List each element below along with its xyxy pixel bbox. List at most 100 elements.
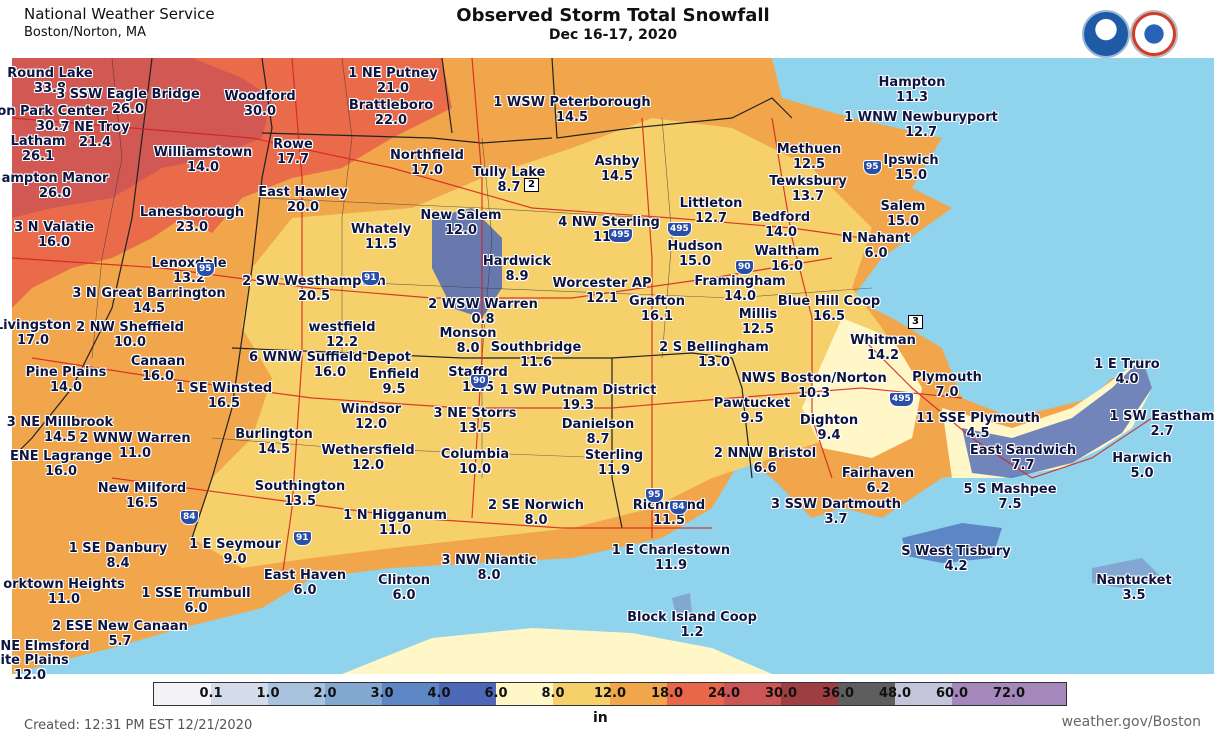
low-snow-cape xyxy=(962,358,1152,478)
snowfall-value: 17.0 xyxy=(410,163,444,178)
legend-tick-label: 2.0 xyxy=(313,686,337,701)
legend-bin: 1.0 xyxy=(211,683,280,705)
place-label: NWS Boston/Norton 10.3 xyxy=(741,371,886,401)
place-label: Windsor 12.0 xyxy=(341,402,401,432)
place-name: Southington xyxy=(254,479,346,494)
place-name: westfield xyxy=(308,320,376,335)
legend-bin: 48.0 xyxy=(838,683,911,705)
snowfall-value: 9.5 xyxy=(382,382,406,397)
place-label: Whately 11.5 xyxy=(351,222,411,252)
snowfall-value: 3.5 xyxy=(1122,588,1146,603)
place-name: Enfield xyxy=(368,367,420,382)
created-timestamp: Created: 12:31 PM EST 12/21/2020 xyxy=(24,718,253,733)
snowfall-value: 12.7 xyxy=(904,125,938,140)
interstate-shield-icon: 495 xyxy=(889,392,914,407)
legend-tick-label: 4.0 xyxy=(427,686,451,701)
place-label: 1 SE Winsted 16.5 xyxy=(176,381,272,411)
snowfall-value: 14.5 xyxy=(43,430,77,445)
place-name: 2 SW Westhampton xyxy=(242,274,386,289)
place-name: 11 SSE Plymouth xyxy=(916,411,1040,426)
place-name: Clinton xyxy=(377,573,431,588)
place-name: Framingham xyxy=(694,274,786,289)
snowfall-value: 6.0 xyxy=(184,601,208,616)
snowfall-value: 21.0 xyxy=(376,81,410,96)
place-label: 1 NE Putney 21.0 xyxy=(348,66,437,96)
snowfall-value: 19.3 xyxy=(561,398,595,413)
place-name: 3 NE Storrs xyxy=(433,406,517,421)
place-label: 2 SE Norwich 8.0 xyxy=(488,498,584,528)
legend-tick-label: 0.1 xyxy=(199,686,223,701)
place-label: Northfield 17.0 xyxy=(390,148,464,178)
snowfall-value: 10.0 xyxy=(458,462,492,477)
place-name: N Nahant xyxy=(841,231,911,246)
noaa-logo-icon xyxy=(1082,10,1130,58)
snowfall-value: 20.5 xyxy=(297,289,331,304)
place-name: Brattleboro xyxy=(348,98,434,113)
place-label: Pine Plains 14.0 xyxy=(26,365,107,395)
place-name: hite Plains xyxy=(0,653,69,668)
website-link[interactable]: weather.gov/Boston xyxy=(1061,714,1201,730)
place-name: East Hawley xyxy=(258,185,348,200)
place-label: Sterling 11.9 xyxy=(585,448,643,478)
place-label: Methuen 12.5 xyxy=(777,142,842,172)
place-label: Millis 12.5 xyxy=(739,307,778,337)
place-name: Whitman xyxy=(850,333,916,348)
low-snow-quabbin xyxy=(432,208,502,318)
snowfall-value: 16.1 xyxy=(640,309,674,324)
place-label: Dighton 9.4 xyxy=(800,413,858,443)
place-label: Clinton 6.0 xyxy=(378,573,430,603)
legend-bin: 6.0 xyxy=(439,683,508,705)
place-label: Lanesborough 23.0 xyxy=(140,205,244,235)
place-label: Wethersfield 12.0 xyxy=(321,443,414,473)
place-name: Stafford xyxy=(448,365,508,380)
place-label: Southbridge 11.6 xyxy=(491,340,582,370)
place-name: Sterling xyxy=(584,448,644,463)
interstate-shield-icon: 95 xyxy=(645,488,664,503)
snowfall-value: 16.0 xyxy=(44,464,78,479)
place-label: 1 N Higganum 11.0 xyxy=(343,508,447,538)
snowfall-value: 12.5 xyxy=(792,157,826,172)
snowfall-value: 14.2 xyxy=(866,348,900,363)
snowfall-value: 2.7 xyxy=(1150,424,1174,439)
place-label: 3 SSW Eagle Bridge 26.0 xyxy=(56,87,200,117)
snowfall-value: 14.0 xyxy=(764,225,798,240)
legend-bin: 4.0 xyxy=(382,683,451,705)
place-name: East Haven xyxy=(263,568,347,583)
place-name: 5 S Mashpee xyxy=(963,482,1057,497)
legend-bin: 12.0 xyxy=(553,683,626,705)
place-name: NWS Boston/Norton xyxy=(741,371,887,386)
place-name: 2 S Bellingham xyxy=(659,340,769,355)
place-name: 1 WSW Peterborough xyxy=(493,95,651,110)
snowfall-value: 8.0 xyxy=(456,341,480,356)
snowfall-value: 11.3 xyxy=(895,90,929,105)
place-label: Tewksbury 13.7 xyxy=(769,174,847,204)
legend-tick-label: 30.0 xyxy=(764,686,798,701)
map-subtitle: Dec 16-17, 2020 xyxy=(548,27,678,43)
place-label: 7 NE Troy 21.4 xyxy=(60,120,129,150)
snowfall-value: 14.5 xyxy=(555,110,589,125)
place-label: New Milford 16.5 xyxy=(98,481,186,511)
snowfall-value: 15.0 xyxy=(894,168,928,183)
place-name: East Sandwich xyxy=(969,443,1077,458)
place-label: Rowe 17.7 xyxy=(273,137,313,167)
place-name: Nantucket xyxy=(1096,573,1172,588)
place-label: East Sandwich 7.7 xyxy=(970,443,1076,473)
place-label: Nantucket 3.5 xyxy=(1096,573,1171,603)
place-name: Tully Lake xyxy=(472,165,546,180)
place-label: Block Island Coop 1.2 xyxy=(627,610,757,640)
snowfall-value: 6.2 xyxy=(866,481,890,496)
legend-tick-label: 8.0 xyxy=(541,686,565,701)
place-label: Williamstown 14.0 xyxy=(154,145,253,175)
snowfall-value: 26.0 xyxy=(111,102,145,117)
place-name: orktown Heights xyxy=(3,577,125,592)
snowfall-value: 33.8 xyxy=(33,81,67,96)
snowfall-value: 8.0 xyxy=(524,513,548,528)
place-name: Canaan xyxy=(130,354,186,369)
place-label: Littleton 12.7 xyxy=(680,196,743,226)
place-label: Bedford 14.0 xyxy=(752,210,810,240)
place-name: Monson xyxy=(439,326,497,341)
place-label: Round Lake 33.8 xyxy=(7,66,92,96)
place-name: 3 N Great Barrington xyxy=(72,286,226,301)
snowfall-value: 22.0 xyxy=(374,113,408,128)
